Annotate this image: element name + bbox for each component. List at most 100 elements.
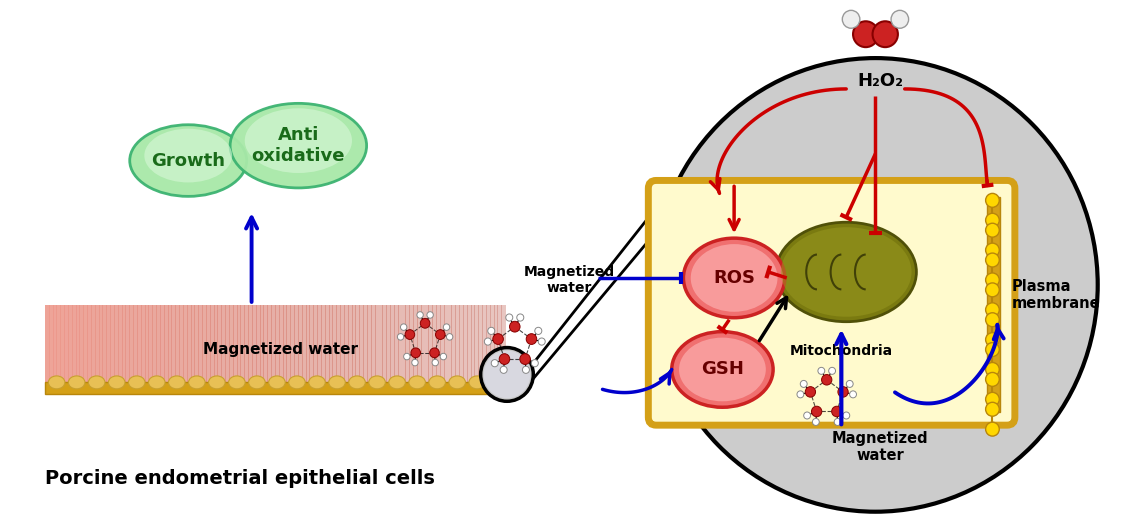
Bar <box>456 305 460 394</box>
Bar <box>329 305 333 394</box>
Bar <box>428 305 433 394</box>
Circle shape <box>534 327 541 335</box>
Circle shape <box>432 359 439 366</box>
Circle shape <box>838 387 849 397</box>
Bar <box>378 305 384 394</box>
Ellipse shape <box>679 338 766 401</box>
Bar <box>225 305 230 394</box>
Circle shape <box>401 324 407 330</box>
Circle shape <box>843 412 850 419</box>
Circle shape <box>411 348 420 358</box>
Bar <box>67 305 73 394</box>
Circle shape <box>804 412 811 419</box>
Circle shape <box>531 360 538 367</box>
Text: Magnetized
water: Magnetized water <box>524 265 614 295</box>
Bar <box>175 305 180 394</box>
Circle shape <box>447 334 453 340</box>
Bar <box>114 305 119 394</box>
Bar <box>440 305 444 394</box>
Bar <box>228 305 234 394</box>
Circle shape <box>488 327 494 335</box>
Bar <box>275 305 280 394</box>
Bar <box>352 305 356 394</box>
Bar <box>478 305 483 394</box>
Ellipse shape <box>228 376 246 389</box>
Circle shape <box>831 406 842 417</box>
Ellipse shape <box>289 376 305 389</box>
Bar <box>459 305 464 394</box>
Bar <box>306 305 311 394</box>
Bar <box>80 305 85 394</box>
Ellipse shape <box>671 331 773 408</box>
Bar <box>49 305 54 394</box>
Ellipse shape <box>244 109 352 173</box>
Bar <box>137 305 142 394</box>
Circle shape <box>797 391 804 398</box>
Bar <box>45 305 505 394</box>
Circle shape <box>812 406 822 417</box>
Ellipse shape <box>329 376 345 389</box>
Bar <box>337 305 341 394</box>
Circle shape <box>986 283 999 297</box>
Circle shape <box>812 419 819 426</box>
Bar <box>134 305 138 394</box>
Circle shape <box>986 362 999 377</box>
Bar <box>371 305 376 394</box>
Text: GSH: GSH <box>701 361 743 378</box>
FancyBboxPatch shape <box>649 180 1015 425</box>
Circle shape <box>872 21 898 47</box>
Bar <box>402 305 407 394</box>
Text: H₂O₂: H₂O₂ <box>858 72 903 90</box>
Ellipse shape <box>148 376 166 389</box>
Bar <box>145 305 150 394</box>
Bar <box>210 305 215 394</box>
Bar <box>252 305 257 394</box>
Bar <box>493 305 498 394</box>
Bar <box>267 305 272 394</box>
Bar <box>199 305 203 394</box>
Bar <box>233 305 238 394</box>
Bar <box>425 305 429 394</box>
Circle shape <box>986 253 999 267</box>
Circle shape <box>846 380 853 387</box>
Circle shape <box>653 58 1097 512</box>
Bar <box>95 305 99 394</box>
Circle shape <box>986 372 999 386</box>
Circle shape <box>493 334 504 344</box>
Bar <box>106 305 111 394</box>
Bar <box>118 305 122 394</box>
Circle shape <box>420 319 429 328</box>
Ellipse shape <box>144 129 232 182</box>
Circle shape <box>499 354 509 364</box>
Bar <box>271 305 276 394</box>
Circle shape <box>986 213 999 227</box>
Bar <box>375 305 379 394</box>
Bar <box>309 305 314 394</box>
Bar <box>187 305 192 394</box>
Text: Plasma
membrane: Plasma membrane <box>1012 279 1101 311</box>
Bar <box>394 305 399 394</box>
Ellipse shape <box>169 376 185 389</box>
Bar <box>413 305 418 394</box>
Ellipse shape <box>369 376 385 389</box>
Bar <box>348 305 353 394</box>
Bar <box>206 305 211 394</box>
Circle shape <box>427 312 433 318</box>
Circle shape <box>986 422 999 436</box>
Bar <box>222 305 226 394</box>
Text: Anti
oxidative: Anti oxidative <box>251 126 345 165</box>
Ellipse shape <box>429 376 445 389</box>
Circle shape <box>986 273 999 287</box>
Bar <box>83 305 88 394</box>
Circle shape <box>491 360 498 367</box>
Circle shape <box>522 366 530 373</box>
Bar <box>126 305 130 394</box>
Circle shape <box>443 324 450 330</box>
Bar <box>301 305 307 394</box>
Bar <box>490 305 494 394</box>
Bar <box>110 305 115 394</box>
Circle shape <box>986 193 999 207</box>
Circle shape <box>526 334 537 344</box>
Bar <box>451 305 456 394</box>
Ellipse shape <box>128 376 145 389</box>
